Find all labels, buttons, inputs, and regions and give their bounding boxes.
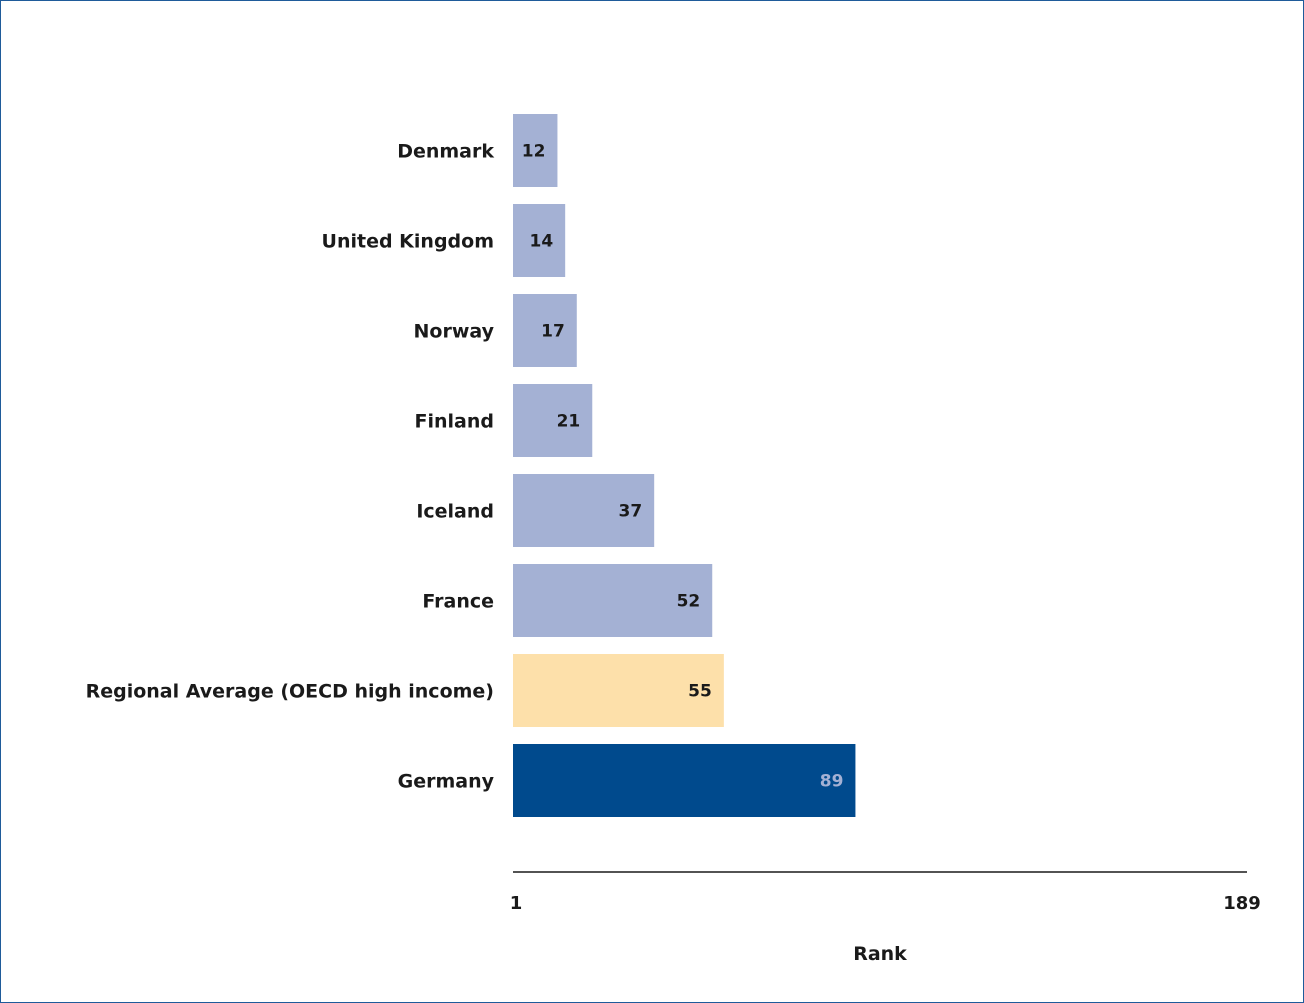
data-label: 55 <box>688 682 712 702</box>
category-label: Finland <box>415 411 494 433</box>
category-label: Germany <box>398 771 495 793</box>
data-label: 12 <box>522 142 546 162</box>
data-label: 52 <box>677 592 701 612</box>
category-label: United Kingdom <box>322 231 494 253</box>
category-label: France <box>422 591 494 613</box>
bar <box>513 294 577 367</box>
bar <box>513 564 713 637</box>
bar <box>513 654 724 727</box>
data-label: 17 <box>541 322 565 342</box>
category-label: Norway <box>414 321 495 343</box>
data-label: 89 <box>820 772 844 792</box>
data-label: 37 <box>619 502 643 522</box>
bar <box>513 744 856 817</box>
bars-group: Denmark 12 United Kingdom 14 Norway 17 Finland… <box>86 114 856 817</box>
bar <box>513 114 558 187</box>
category-label: Regional Average (OECD high income) <box>86 681 494 703</box>
data-label: 14 <box>530 232 554 252</box>
bar <box>513 204 566 277</box>
data-label: 21 <box>557 412 581 432</box>
x-tick-label-min: 1 <box>510 893 523 914</box>
bar <box>513 474 655 547</box>
x-tick-label-max: 189 <box>1223 893 1261 914</box>
x-axis-title: Rank <box>853 943 907 965</box>
category-label: Iceland <box>416 501 494 523</box>
bar <box>513 384 593 457</box>
category-label: Denmark <box>397 141 494 163</box>
